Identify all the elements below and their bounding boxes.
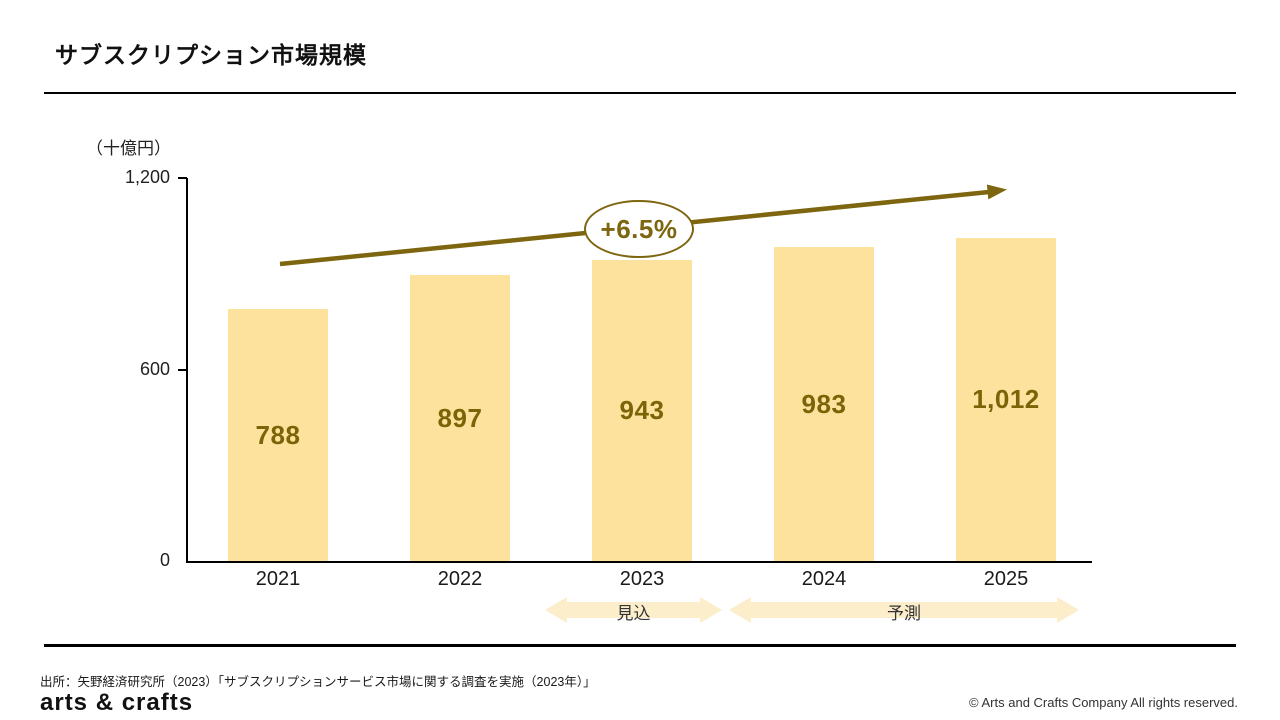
bar-2022: 897 <box>410 275 510 561</box>
title-divider <box>44 92 1236 94</box>
band-right-arrowhead <box>1057 597 1079 623</box>
bar-2025: 1,012 <box>956 238 1056 561</box>
growth-rate-value: +6.5% <box>600 213 678 244</box>
range-band-forecast: 予測 <box>729 597 1079 623</box>
y-tick-label-1200: 1,200 <box>124 167 170 187</box>
x-tick-label-2023: 2023 <box>619 568 665 590</box>
y-tick-mark <box>178 177 187 179</box>
x-axis <box>186 561 1092 563</box>
x-tick-label-2024: 2024 <box>801 568 847 590</box>
band-label: 見込 <box>616 604 651 623</box>
bar-value-label: 897 <box>437 402 483 433</box>
footer-divider <box>44 644 1236 647</box>
y-tick-label-0: 0 <box>159 550 170 570</box>
copyright-text: © Arts and Crafts Company All rights res… <box>969 695 1238 710</box>
band-right-arrowhead <box>700 597 722 623</box>
band-left-arrowhead <box>729 597 751 623</box>
x-tick-label-2022: 2022 <box>437 568 483 590</box>
bar-2024: 983 <box>774 247 874 561</box>
bar-value-label: 983 <box>801 388 847 419</box>
y-axis <box>186 178 188 562</box>
x-tick-label-2025: 2025 <box>983 568 1029 590</box>
company-logo: arts & crafts <box>40 689 194 716</box>
y-tick-label-600: 600 <box>139 358 170 379</box>
band-left-arrowhead <box>545 597 567 623</box>
growth-rate-badge: +6.5% <box>584 200 694 258</box>
bar-value-label: 788 <box>255 419 301 450</box>
y-axis-unit-label: （十億円） <box>86 139 171 158</box>
y-tick-mark <box>178 368 187 371</box>
x-tick-label-2021: 2021 <box>255 568 301 590</box>
source-note: 出所：矢野経済研究所（2023）「サブスクリプションサービス市場に関する調査を実… <box>40 675 596 689</box>
range-band-estimate: 見込 <box>545 597 722 623</box>
band-shaft <box>751 602 1057 618</box>
bar-value-label: 943 <box>619 395 665 425</box>
bar-2023: 943 <box>592 260 692 561</box>
bar-value-label: 1,012 <box>972 384 1040 414</box>
page-title: サブスクリプション市場規模 <box>55 42 367 68</box>
band-shaft <box>567 602 700 618</box>
band-label: 予測 <box>887 604 921 623</box>
bar-2021: 788 <box>228 309 328 561</box>
